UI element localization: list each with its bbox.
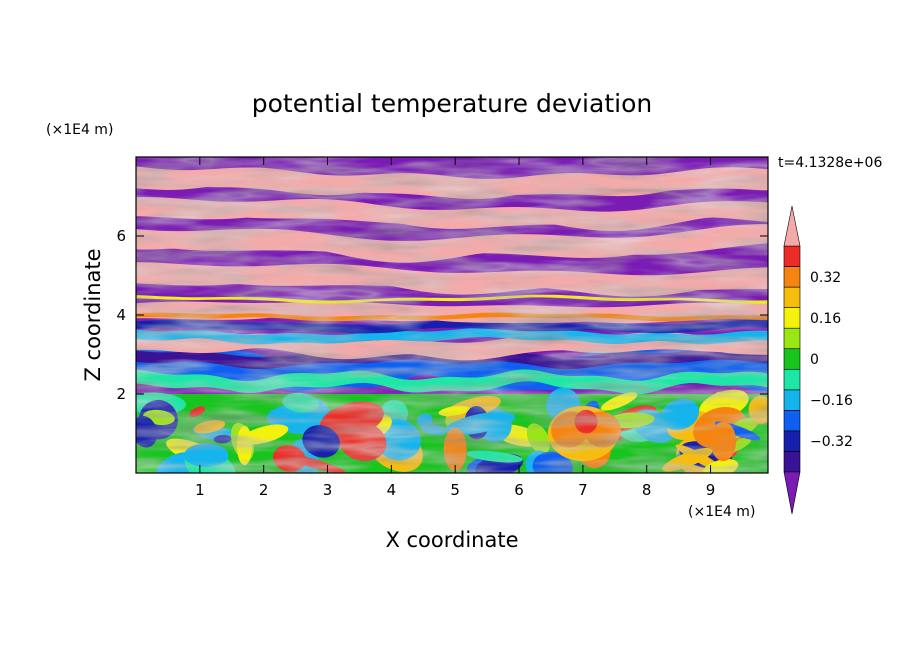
y-axis-label: Z coordinate — [81, 248, 105, 381]
colorbar-segment — [783, 245, 801, 267]
x-tick-label: 2 — [259, 481, 269, 499]
y-tick-label: 4 — [116, 306, 126, 324]
colorbar-segment — [783, 410, 801, 432]
colorbar-tick-label: 0.16 — [810, 311, 841, 327]
x-axis-unit: (×1E4 m) — [688, 504, 755, 520]
colorbar-segment — [783, 286, 801, 308]
colorbar-segment — [783, 348, 801, 370]
x-tick-label: 9 — [706, 481, 716, 499]
time-label: t=4.1328e+06 — [778, 155, 882, 171]
colorbar-tick-label: −0.16 — [810, 393, 853, 409]
x-tick-label: 7 — [578, 481, 588, 499]
colorbar-min-triangle — [783, 471, 801, 515]
x-tick-label: 5 — [450, 481, 460, 499]
colorbar-segment — [783, 451, 801, 473]
colorbar-tick-label: −0.32 — [810, 434, 853, 450]
x-tick-label: 6 — [514, 481, 524, 499]
colorbar-max-triangle — [783, 205, 801, 247]
x-tick-label: 8 — [642, 481, 652, 499]
chart-title: potential temperature deviation — [252, 89, 652, 118]
x-tick-label: 4 — [387, 481, 397, 499]
y-tick-label: 6 — [116, 227, 126, 245]
x-tick-label: 3 — [323, 481, 333, 499]
y-axis-unit: (×1E4 m) — [46, 122, 113, 138]
colorbar-segment — [783, 327, 801, 350]
colorbar-segment — [783, 368, 801, 391]
y-axis-ticks: 2 4 6 — [116, 227, 768, 403]
colorbar-labels: 0.32 0.16 0 −0.16 −0.32 — [810, 270, 853, 450]
colorbar-segment — [783, 307, 801, 329]
x-axis-ticks: 1 2 3 4 5 6 7 8 9 — [195, 157, 715, 499]
colorbar-tick-label: 0 — [810, 352, 819, 368]
x-axis-label: X coordinate — [385, 528, 518, 552]
colorbar-segment — [783, 389, 801, 411]
colorbar-segment — [783, 430, 801, 452]
x-tick-label: 1 — [195, 481, 205, 499]
plot-area — [136, 157, 768, 473]
colorbar — [783, 205, 801, 515]
turbulence-texture — [136, 157, 768, 473]
colorbar-tick-label: 0.32 — [810, 270, 841, 286]
y-tick-label: 2 — [116, 385, 126, 403]
colorbar-segment — [783, 266, 801, 288]
